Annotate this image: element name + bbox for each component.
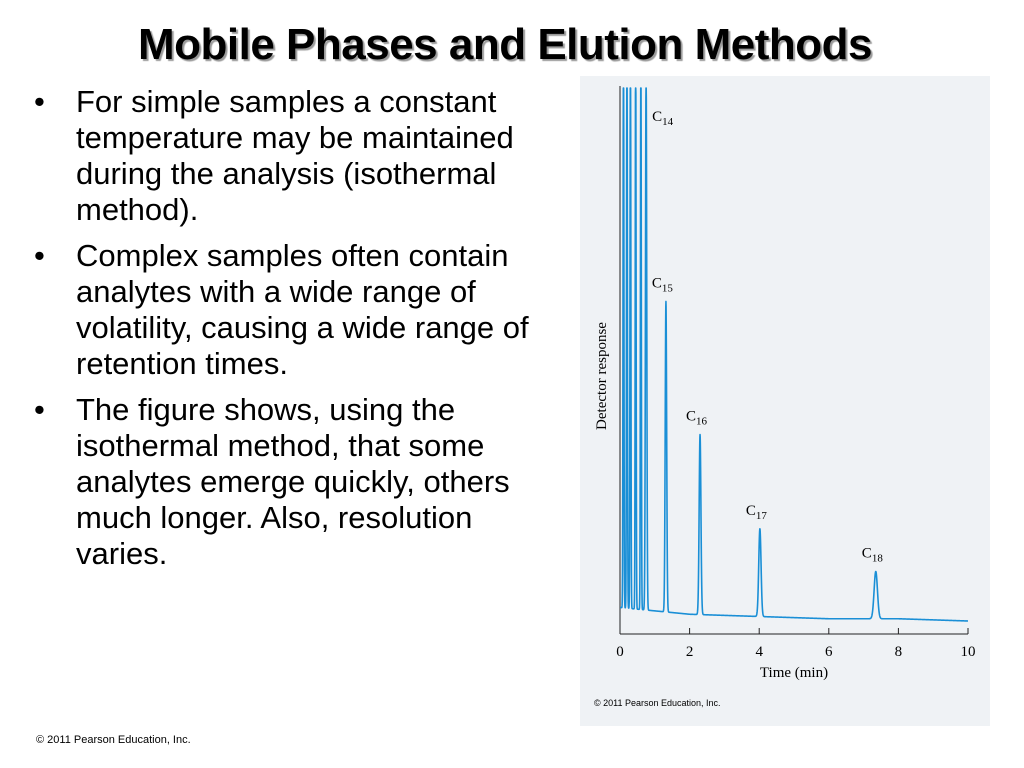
bullet-list: • For simple samples a constant temperat… <box>30 84 565 582</box>
x-tick-label: 10 <box>961 644 976 660</box>
bullet-marker: • <box>34 84 45 119</box>
peak-label-c14: C14 <box>652 109 674 128</box>
x-tick-label: 8 <box>895 644 903 660</box>
chromatogram-trace <box>619 87 969 622</box>
peak-labels: C14 C15 C16 C17 C18 <box>652 109 883 565</box>
peak-label-c15: C15 <box>652 276 674 295</box>
bullet-text: The figure shows, using the isothermal m… <box>76 392 510 571</box>
bullet-marker: • <box>34 238 45 273</box>
y-axis-label: Detector response <box>594 322 610 430</box>
footer-copyright: © 2011 Pearson Education, Inc. <box>36 734 191 746</box>
chromatogram-figure: 0 2 4 6 8 10 C14 C15 C16 C17 C18 Time (min) Detec… <box>580 76 990 726</box>
x-ticks: 0 2 4 6 8 10 <box>616 628 976 660</box>
bullet-text: For simple samples a constant temperatur… <box>76 84 514 227</box>
bullet-item: • The figure shows, using the isothermal… <box>30 392 565 572</box>
bullet-text: Complex samples often contain analytes w… <box>76 238 529 381</box>
x-tick-label: 0 <box>616 644 624 660</box>
bullet-item: • For simple samples a constant temperat… <box>30 84 565 228</box>
bullet-item: • Complex samples often contain analytes… <box>30 238 565 382</box>
peak-label-c18: C18 <box>862 546 884 565</box>
peak-label-c16: C16 <box>686 409 708 428</box>
x-tick-label: 2 <box>686 644 694 660</box>
x-tick-label: 4 <box>755 644 763 660</box>
x-axis-label: Time (min) <box>760 665 828 681</box>
chromatogram-chart: 0 2 4 6 8 10 C14 C15 C16 C17 C18 Time (min) Detec… <box>594 86 976 708</box>
x-tick-label: 6 <box>825 644 833 660</box>
figure-credit: © 2011 Pearson Education, Inc. <box>594 698 721 708</box>
bullet-marker: • <box>34 392 45 427</box>
slide-title: Mobile Phases and Elution Methods <box>137 20 873 69</box>
peak-label-c17: C17 <box>746 503 768 522</box>
